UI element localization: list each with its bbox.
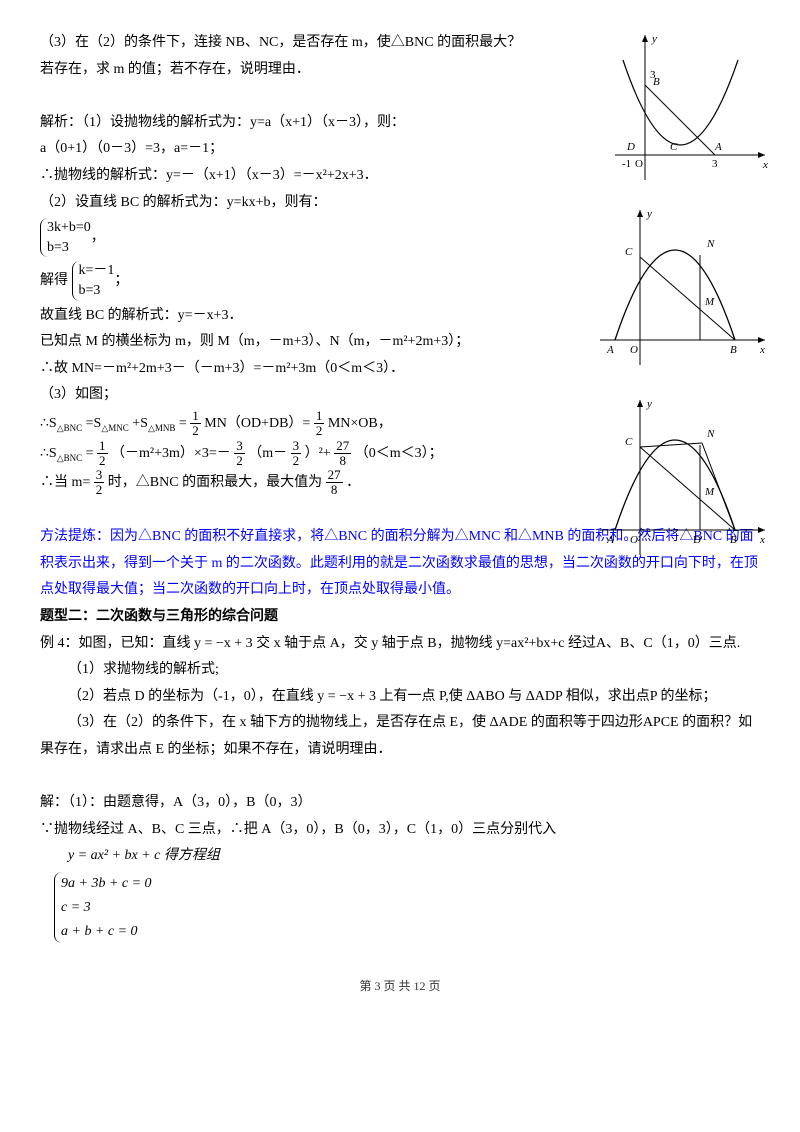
svg-text:C: C (625, 436, 633, 448)
svg-text:C: C (670, 141, 678, 153)
figure-1: x y O B 3 A 3 C D -1 (615, 30, 770, 196)
example-4-q1: （1）求抛物线的解析式; (40, 657, 760, 684)
answer-1b: ∵抛物线经过 A、B、C 三点，∴把 A（3，0），B（0，3），C（1，0）三… (40, 817, 760, 844)
svg-text:O: O (630, 534, 638, 546)
example-4-q2: （2）若点 D 的坐标为（-1，0），在直线 y = −x + 3 上有一点 P… (40, 684, 760, 711)
svg-text:y: y (651, 33, 657, 45)
svg-text:O: O (630, 344, 638, 356)
equation-system-3: 9a + 3b + c = 0 c = 3 a + b + c = 0 (54, 870, 760, 945)
answer-1c: y = ax² + bx + c 得方程组 (40, 843, 760, 870)
topic-2-heading: 题型二：二次函数与三角形的综合问题 (40, 604, 760, 631)
svg-text:D: D (693, 534, 701, 546)
svg-text:y: y (646, 398, 652, 410)
question-3: （3）在（2）的条件下，连接 NB、NC，是否存在 m，使△BNC 的面积最大？… (40, 30, 530, 83)
svg-text:B: B (730, 534, 737, 546)
svg-text:x: x (759, 344, 765, 356)
svg-text:O: O (635, 158, 643, 170)
example-4-q3: （3）在（2）的条件下，在 x 轴下方的抛物线上，是否存在点 E，使 ΔADE … (40, 710, 760, 763)
svg-text:y: y (646, 208, 652, 220)
svg-text:D: D (626, 141, 635, 153)
svg-text:3: 3 (650, 69, 656, 81)
svg-text:3: 3 (712, 158, 718, 170)
svg-text:C: C (625, 246, 633, 258)
svg-text:N: N (706, 238, 715, 250)
page-footer: 第 3 页 共 12 页 (40, 975, 760, 998)
svg-text:-1: -1 (622, 158, 631, 170)
svg-text:M: M (704, 296, 715, 308)
page-content: x y O B 3 A 3 C D -1 x y O C N M B (40, 30, 760, 945)
svg-text:A: A (606, 534, 614, 546)
svg-text:N: N (706, 428, 715, 440)
figure-2: x y O C N M B A (595, 205, 770, 381)
figure-3: x y O C N M B A D (595, 395, 770, 571)
answer-1a: 解：（1）：由题意得，A（3，0），B（0，3） (40, 790, 760, 817)
svg-text:B: B (730, 344, 737, 356)
example-4-intro: 例 4：如图，已知：直线 y = −x + 3 交 x 轴于点 A，交 y 轴于… (40, 631, 760, 658)
svg-text:M: M (704, 486, 715, 498)
svg-text:x: x (762, 159, 768, 171)
svg-text:x: x (759, 534, 765, 546)
svg-text:A: A (606, 344, 614, 356)
svg-text:A: A (714, 141, 722, 153)
